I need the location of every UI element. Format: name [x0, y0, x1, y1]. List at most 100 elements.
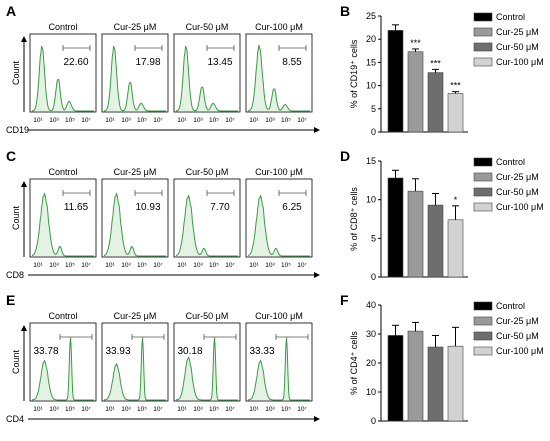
- bar-panel-f: F % of CD4⁺ cells 0 10 20 30 40 Control Cur-25 μ…: [340, 292, 544, 426]
- bar-3: [427, 204, 444, 278]
- histogram-frame: [101, 322, 169, 402]
- x-tick-label: 10⁵: [137, 406, 147, 413]
- histogram-line: [103, 192, 166, 257]
- gate-value: 11.65: [64, 202, 89, 213]
- histogram-4: Cur-100 μM 33.33 10¹ 10³ 10⁵ 10⁷: [245, 311, 313, 413]
- legend-label: Cur-100 μM: [496, 202, 544, 212]
- histogram-line: [248, 337, 310, 401]
- histogram-fill: [104, 46, 166, 111]
- x-tick-label: 10³: [49, 406, 59, 413]
- gate-value: 30.18: [177, 346, 202, 357]
- panel-label: F: [340, 292, 349, 308]
- histogram-line: [104, 45, 166, 112]
- panel-label: E: [6, 292, 15, 308]
- histogram-frame: [29, 322, 97, 402]
- histogram-line: [175, 194, 238, 257]
- bar-panel-d: D % of CD8⁺ cells 0 5 10 15 * Control Cur-25 μM C…: [340, 148, 544, 282]
- y-axis-label: % of CD8⁺ cells: [349, 187, 359, 251]
- histogram-title: Cur-50 μM: [186, 167, 229, 177]
- bar-2: [407, 330, 424, 422]
- panel-label: A: [6, 3, 16, 19]
- histogram-fill: [248, 337, 310, 400]
- gate-value: 33.78: [33, 346, 58, 357]
- x-axis-label: CD19: [6, 125, 29, 135]
- y-tick-label: 5: [371, 233, 376, 243]
- x-arrow-head: [314, 127, 320, 133]
- histogram-frame: [101, 178, 169, 258]
- histogram-line: [31, 192, 94, 257]
- gate-value: 22.60: [63, 57, 88, 68]
- histogram-frame: [29, 178, 97, 258]
- x-tick-label: 10⁷: [153, 117, 163, 124]
- gate-value: 7.70: [210, 202, 230, 213]
- significance-marker: *: [454, 195, 458, 205]
- x-tick-label: 10¹: [105, 262, 115, 269]
- histogram-title: Cur-100 μM: [255, 311, 303, 321]
- x-tick-label: 10¹: [177, 262, 187, 269]
- bar-4: [447, 93, 464, 133]
- x-tick-label: 10⁵: [209, 117, 219, 124]
- x-tick-label: 10⁵: [209, 406, 219, 413]
- histogram-frame: [173, 322, 241, 402]
- y-tick-label: 15: [366, 57, 376, 67]
- x-arrow-head: [314, 416, 320, 422]
- x-tick-label: 10⁷: [297, 117, 307, 124]
- significance-marker: ***: [430, 58, 441, 68]
- histogram-frame: [101, 33, 169, 113]
- y-tick-label: 40: [366, 300, 376, 310]
- histogram-line: [104, 337, 166, 401]
- x-tick-label: 10¹: [33, 262, 43, 269]
- histogram-line: [32, 337, 94, 401]
- histogram-frame: [173, 178, 241, 258]
- x-tick-label: 10⁵: [281, 262, 291, 269]
- bar-1: [387, 335, 404, 422]
- x-tick-label: 10³: [265, 117, 275, 124]
- bar-2: [407, 51, 424, 133]
- legend-swatch: [473, 157, 493, 167]
- x-tick-label: 10⁷: [297, 262, 307, 269]
- histogram-title: Control: [48, 167, 77, 177]
- y-axis-label: % of CD19⁺ cells: [349, 39, 359, 108]
- y-tick-label: 0: [371, 416, 376, 426]
- histogram-title: Cur-25 μM: [114, 167, 157, 177]
- y-tick-label: 0: [371, 272, 376, 282]
- histogram-3: Cur-50 μM 7.70 10¹ 10³ 10⁵ 10⁷: [173, 167, 241, 269]
- legend-swatch: [473, 202, 493, 212]
- histogram-fill: [104, 337, 166, 400]
- x-tick-label: 10³: [121, 406, 131, 413]
- y-tick-label: 20: [366, 34, 376, 44]
- y-tick-label: 30: [366, 329, 376, 339]
- gate-value: 13.45: [207, 57, 232, 68]
- histogram-fill: [176, 337, 238, 400]
- x-tick-label: 10⁷: [225, 262, 235, 269]
- x-tick-label: 10³: [193, 117, 203, 124]
- legend-label: Cur-25 μM: [496, 316, 539, 326]
- histogram-3: Cur-50 μM 13.45 10¹ 10³ 10⁵ 10⁷: [173, 22, 241, 124]
- significance-marker: ***: [450, 81, 461, 91]
- x-tick-label: 10⁵: [209, 262, 219, 269]
- histogram-line: [175, 337, 238, 401]
- x-tick-label: 10³: [49, 262, 59, 269]
- histogram-3: Cur-50 μM 30.18 10¹ 10³ 10⁵ 10⁷: [173, 311, 241, 413]
- histogram-4: Cur-100 μM 8.55 10¹ 10³ 10⁵ 10⁷: [245, 22, 313, 124]
- legend-swatch: [473, 316, 493, 326]
- legend-label: Cur-50 μM: [496, 331, 539, 341]
- histogram-frame: [245, 322, 313, 402]
- histogram-fill: [32, 337, 94, 400]
- y-tick-label: 25: [366, 11, 376, 21]
- x-tick-label: 10⁷: [225, 117, 235, 124]
- histogram-fill: [32, 46, 94, 111]
- panel-label: B: [340, 3, 350, 19]
- histogram-title: Cur-25 μM: [114, 22, 157, 32]
- gate-value: 17.98: [135, 57, 160, 68]
- x-tick-label: 10¹: [105, 406, 115, 413]
- x-tick-label: 10¹: [105, 117, 115, 124]
- histogram-fill: [176, 46, 238, 111]
- bar-3: [427, 346, 444, 422]
- histogram-title: Cur-50 μM: [186, 22, 229, 32]
- histogram-4: Cur-100 μM 6.25 10¹ 10³ 10⁵ 10⁷: [245, 167, 313, 269]
- y-tick-label: 10: [366, 81, 376, 91]
- x-tick-label: 10¹: [249, 262, 259, 269]
- x-axis-label: CD8: [6, 270, 24, 280]
